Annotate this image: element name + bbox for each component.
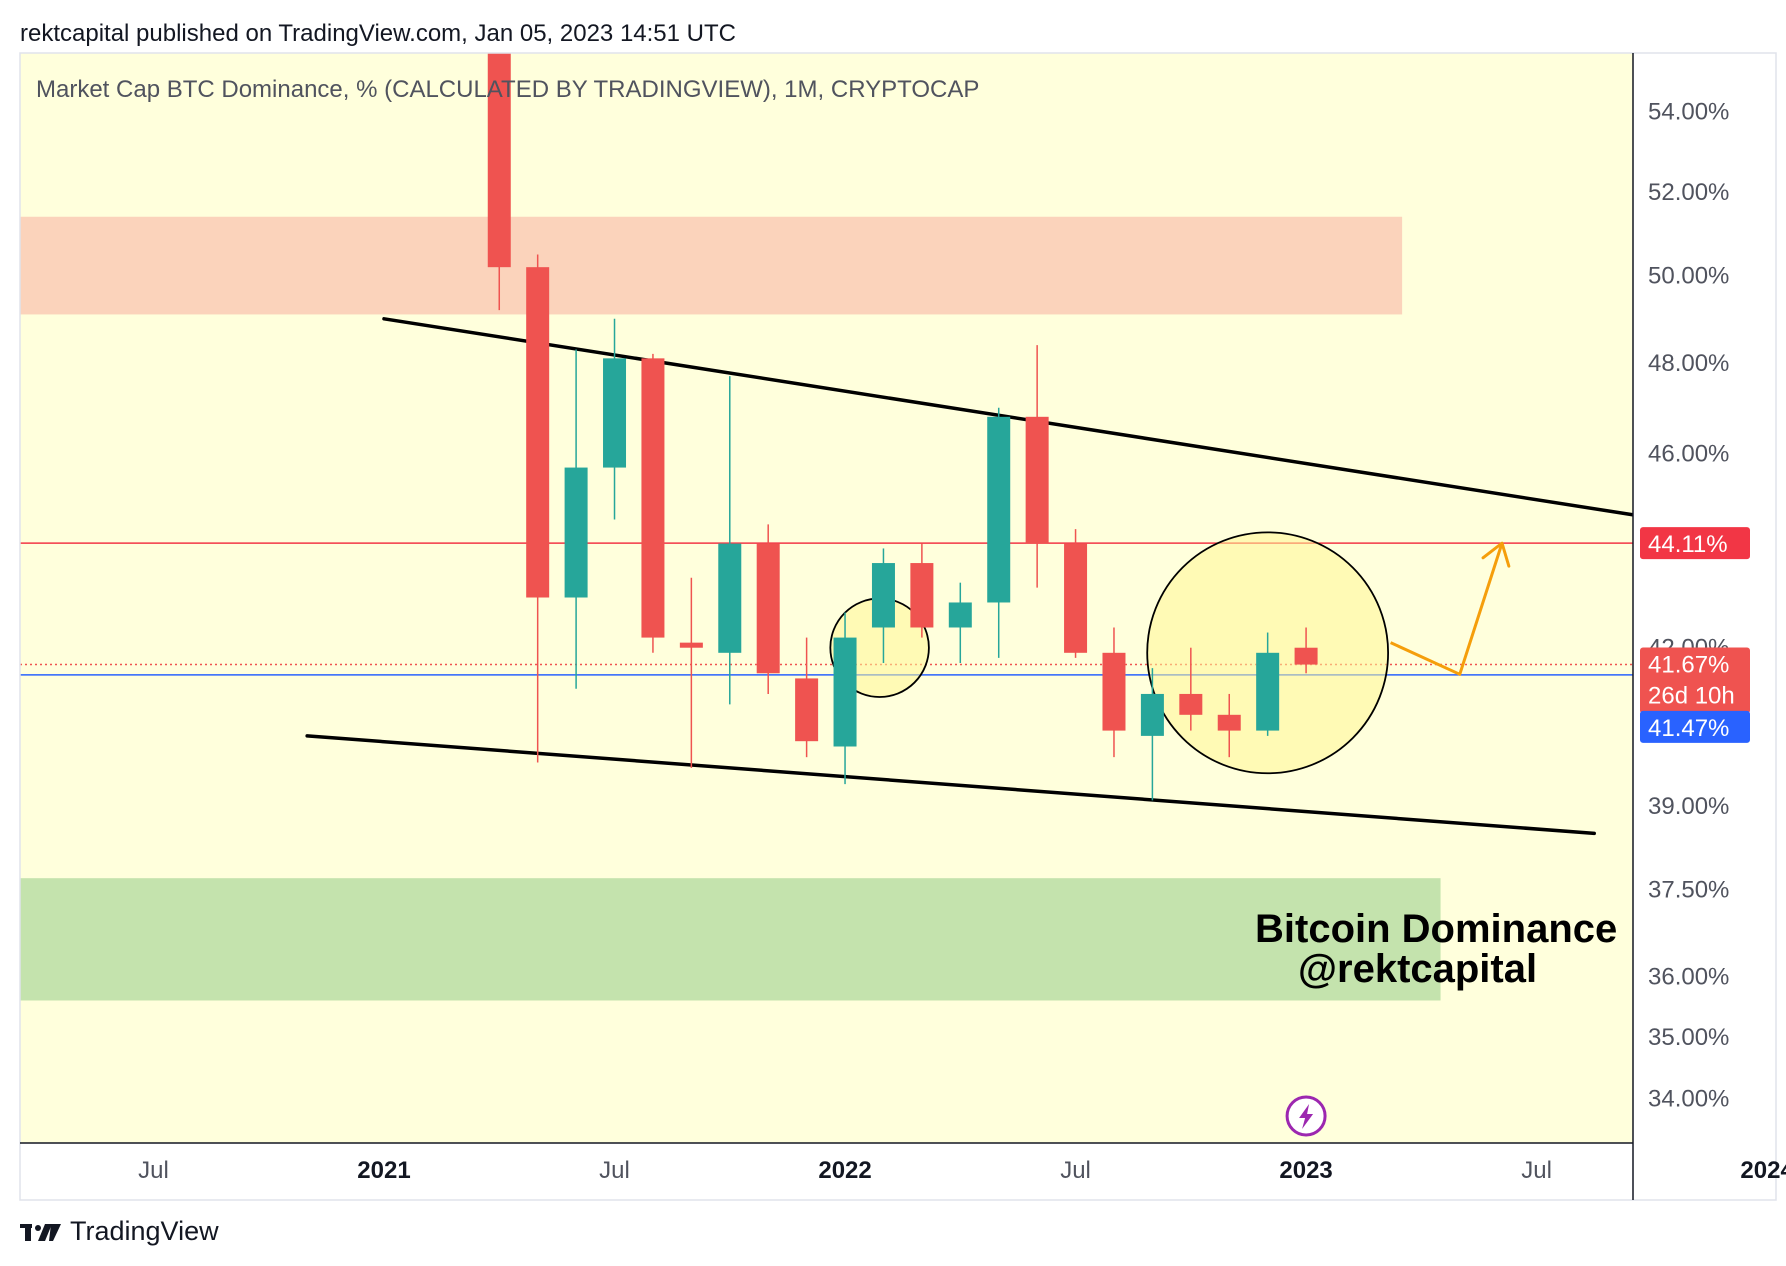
candle-up [833,612,857,785]
watermark-title: Bitcoin Dominance [1255,907,1617,951]
lower-trendline [305,734,1596,836]
candle-up [1256,632,1280,736]
lightning-icon[interactable] [1285,1095,1327,1137]
candle-up [718,376,742,705]
candle-body [526,267,550,598]
price-tick-label: 48.00% [1648,350,1729,377]
candle-body [603,358,627,468]
candle-down [1217,693,1241,758]
price-tick-label: 39.00% [1648,793,1729,820]
price-tick-label: 36.00% [1648,964,1729,991]
candle-body [1140,693,1164,736]
candle-up [603,318,627,520]
candle-down [756,524,780,694]
candle-body [833,637,857,747]
candle-up [948,582,972,664]
projection-path [1389,542,1504,676]
year-tick-label: 2021 [357,1157,410,1184]
candle-down [1179,647,1203,731]
price-tick-label: 37.50% [1648,877,1729,904]
publish-info: rektcapital published on TradingView.com… [20,20,736,47]
tradingview-brand-text: TradingView [70,1216,219,1246]
projection-arrowhead [1481,541,1511,568]
candle-body [1179,693,1203,715]
last-price-line-tag-value: 41.67% [1648,652,1729,679]
support-level-tag-value: 41.47% [1648,715,1729,742]
candle-body [795,678,819,742]
candle-body [487,53,511,268]
candle-body [1064,543,1088,653]
candle-down [526,254,550,763]
candle-body [871,563,895,628]
candle-down [641,353,665,653]
resistance-level-tag [1640,527,1750,560]
candle-up [564,349,588,689]
candle-body [1102,652,1126,731]
candle-body [1217,714,1241,731]
candle-body [756,543,780,674]
countdown-label: 26d 10h [1648,683,1735,710]
candle-body [910,563,934,628]
candle-down [795,637,819,758]
price-tick-label: 46.00% [1648,441,1729,468]
candle-body [987,416,1011,603]
chart-frame [19,52,1777,1201]
month-tick-label: Jul [1060,1157,1091,1184]
support-level-tag [1640,710,1750,743]
candle-body [679,642,703,648]
year-tick-label: 2023 [1279,1157,1332,1184]
candle-down [1102,627,1126,758]
candle-down [1064,529,1088,658]
candle-down [679,577,703,768]
upper-trendline [382,317,1635,517]
month-tick-label: Jul [1521,1157,1552,1184]
support-zone [20,878,1441,1001]
price-tick-label: 52.00% [1648,179,1729,206]
candle-down [1025,345,1049,588]
price-tick-label: 35.00% [1648,1024,1729,1051]
month-tick-label: Jul [138,1157,169,1184]
price-tick-label: 54.00% [1648,98,1729,125]
candle-down [487,53,511,311]
candle-up [1140,668,1164,801]
tradingview-logo[interactable]: TradingView [20,1216,219,1247]
tradingview-logo-icon [20,1223,61,1241]
candle-body [1025,416,1049,544]
watermark-handle: @rektcapital [1298,947,1537,991]
candle-body [1256,652,1280,731]
candle-body [1294,647,1318,665]
resistance-level-tag-value: 44.11% [1648,531,1728,558]
candle-body [718,543,742,653]
chart-title: Market Cap BTC Dominance, % (CALCULATED … [36,76,979,103]
last-price-line-tag [1640,647,1750,714]
candle-up [871,548,895,664]
candle-body [564,467,588,598]
candle-down [910,543,934,638]
month-tick-label: Jul [599,1157,630,1184]
candle-body [641,358,665,638]
price-axis-background [1633,53,1776,1200]
time-axis-background [20,1143,1633,1200]
candle-down [1294,627,1318,674]
candle-body [948,602,972,628]
resistance-zone [20,216,1403,315]
price-tick-label: 34.00% [1648,1086,1729,1113]
candle-up [987,407,1011,658]
year-tick-label: 2022 [818,1157,871,1184]
price-tick-label: 50.00% [1648,263,1729,290]
